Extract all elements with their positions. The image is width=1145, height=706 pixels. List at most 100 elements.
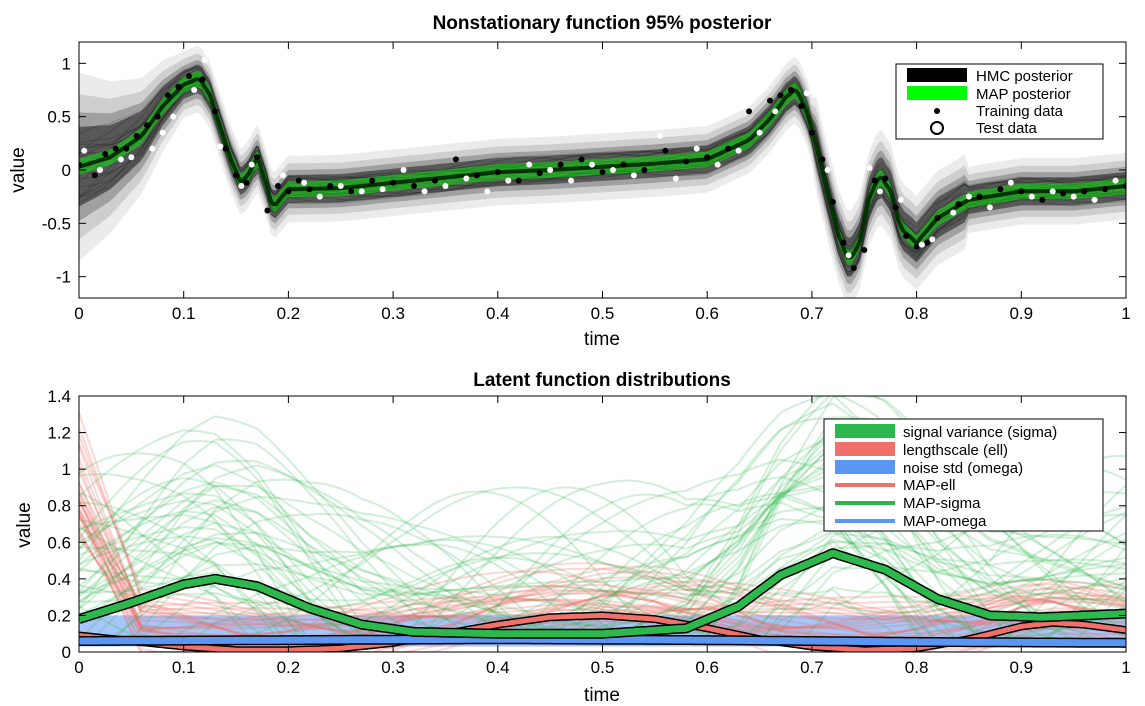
training-point [254,154,260,160]
legend-label-map-sigma: MAP-sigma [903,495,981,512]
c2-ytick-label: 0 [62,643,71,662]
test-point [217,144,223,150]
test-point [825,167,831,173]
c2-xtick-label: 0.1 [172,658,196,677]
training-point [579,156,585,162]
training-point [767,98,773,104]
training-point [777,92,783,98]
c1-ytick-label: 0.5 [47,108,71,127]
training-point [432,178,438,184]
legend-label-test: Test data [976,120,1038,137]
c2-ytick-label: 0.2 [47,606,71,625]
c2-xtick-label: 0.5 [591,658,615,677]
c2-xtick-label: 0.8 [905,658,929,677]
test-point [128,154,134,160]
c1-xtick-label: 0.9 [1009,304,1033,323]
test-point [1050,188,1056,194]
legend-label-omega: noise std (omega) [903,460,1023,477]
training-point [893,204,899,210]
test-point [568,178,574,184]
test-point [422,188,428,194]
training-point [788,87,794,93]
training-point [390,180,396,186]
training-point [746,108,752,114]
training-point [275,183,281,189]
training-point [123,146,129,152]
c2-ytick-label: 1 [62,460,71,479]
training-point [683,158,689,164]
c1-xtick-label: 0.6 [695,304,719,323]
training-point [233,172,239,178]
training-point [134,133,140,139]
training-point [955,201,961,207]
posterior-chart: Nonstationary function 95% posterior 0 0.… [8,13,1131,350]
training-point [155,114,161,120]
training-point [296,178,302,184]
training-point [861,247,867,253]
test-point [505,178,511,184]
training-point [223,146,229,152]
test-point [359,188,365,194]
training-point [516,178,522,184]
test-point [249,162,255,168]
test-point [238,183,244,189]
chart1-x-label: time [584,329,620,350]
training-point [914,244,920,250]
test-point [380,186,386,192]
test-point [610,167,616,173]
legend-swatch-map [907,86,967,100]
training-point [882,176,888,182]
c2-xtick-label: 0.4 [486,658,510,677]
training-point [903,233,909,239]
training-point [285,188,291,194]
training-point [997,186,1003,192]
test-point [1113,178,1119,184]
test-point [589,162,595,168]
training-point [411,183,417,189]
test-point [484,188,490,194]
test-point [1029,194,1035,200]
training-point [186,73,192,79]
test-point [191,87,197,93]
c2-ytick-label: 0.8 [47,497,71,516]
training-point [1081,188,1087,194]
training-point [1102,186,1108,192]
c1-ytick-label: 1 [62,54,71,73]
legend-label-ell: lengthscale (ell) [903,442,1008,459]
c2-ytick-label: 1.2 [47,424,71,443]
legend-swatch-hmc [907,68,967,82]
c1-xtick-label: 0.2 [277,304,301,323]
test-point [170,114,176,120]
training-point [200,76,206,82]
training-point [474,172,480,178]
test-point [1071,194,1077,200]
test-point [160,130,166,136]
legend-label-hmc: HMC posterior [976,68,1073,85]
test-point [149,146,155,152]
training-point [662,148,668,154]
training-point [620,162,626,168]
chart2-y-label: value [14,502,35,547]
test-point [401,167,407,173]
training-point [306,186,312,192]
test-point [118,156,124,162]
training-point [327,183,333,189]
training-point [819,156,825,162]
training-point [725,146,731,152]
c2-xtick-label: 0 [74,658,83,677]
training-point [144,122,150,128]
test-point [631,172,637,178]
test-point [673,176,679,182]
training-point [924,240,930,246]
c1-xtick-label: 0.4 [486,304,510,323]
c1-xtick-label: 0.7 [800,304,824,323]
c1-xtick-label: 0.3 [381,304,405,323]
test-point [772,108,778,114]
training-point [809,130,815,136]
legend-label-sigma: signal variance (sigma) [903,424,1057,441]
c2-ytick-label: 1.4 [47,387,71,406]
legend-swatch-sigma [835,424,895,438]
test-point [463,176,469,182]
c1-xtick-label: 1 [1121,304,1130,323]
test-point [1008,180,1014,186]
